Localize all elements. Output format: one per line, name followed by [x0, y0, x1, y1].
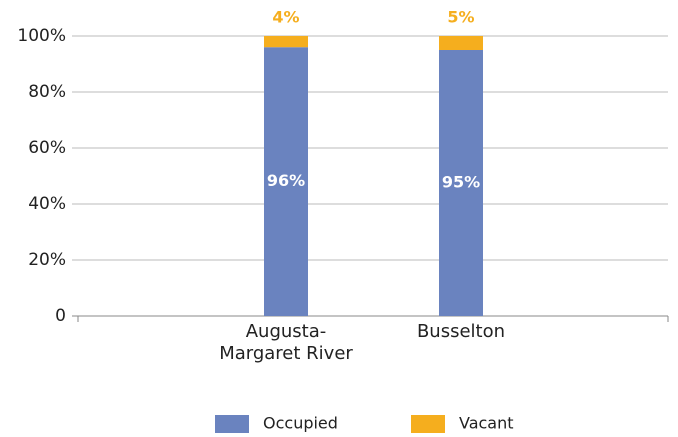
legend-label: Vacant	[459, 414, 514, 433]
x-tick-label: Augusta-Margaret River	[219, 321, 353, 364]
legend-swatch	[411, 415, 445, 433]
value-label: 4%	[272, 8, 299, 27]
value-label: 96%	[267, 171, 305, 190]
x-tick-label: Busselton	[416, 321, 506, 342]
legend-swatch	[215, 415, 249, 433]
legend-label: Occupied	[263, 414, 338, 433]
bar-segment	[439, 50, 483, 316]
y-tick-label: 80%	[28, 82, 66, 102]
y-tick-label: 20%	[28, 250, 66, 270]
value-label: 95%	[442, 173, 480, 192]
y-tick-label: 100%	[17, 26, 66, 46]
value-label: 5%	[447, 8, 474, 27]
bar-segment	[264, 47, 308, 316]
bar-segment	[439, 36, 483, 50]
y-tick-label: 0	[55, 306, 66, 326]
bar-segment	[264, 36, 308, 48]
y-tick-label: 40%	[28, 194, 66, 214]
y-tick-label: 60%	[28, 138, 66, 158]
